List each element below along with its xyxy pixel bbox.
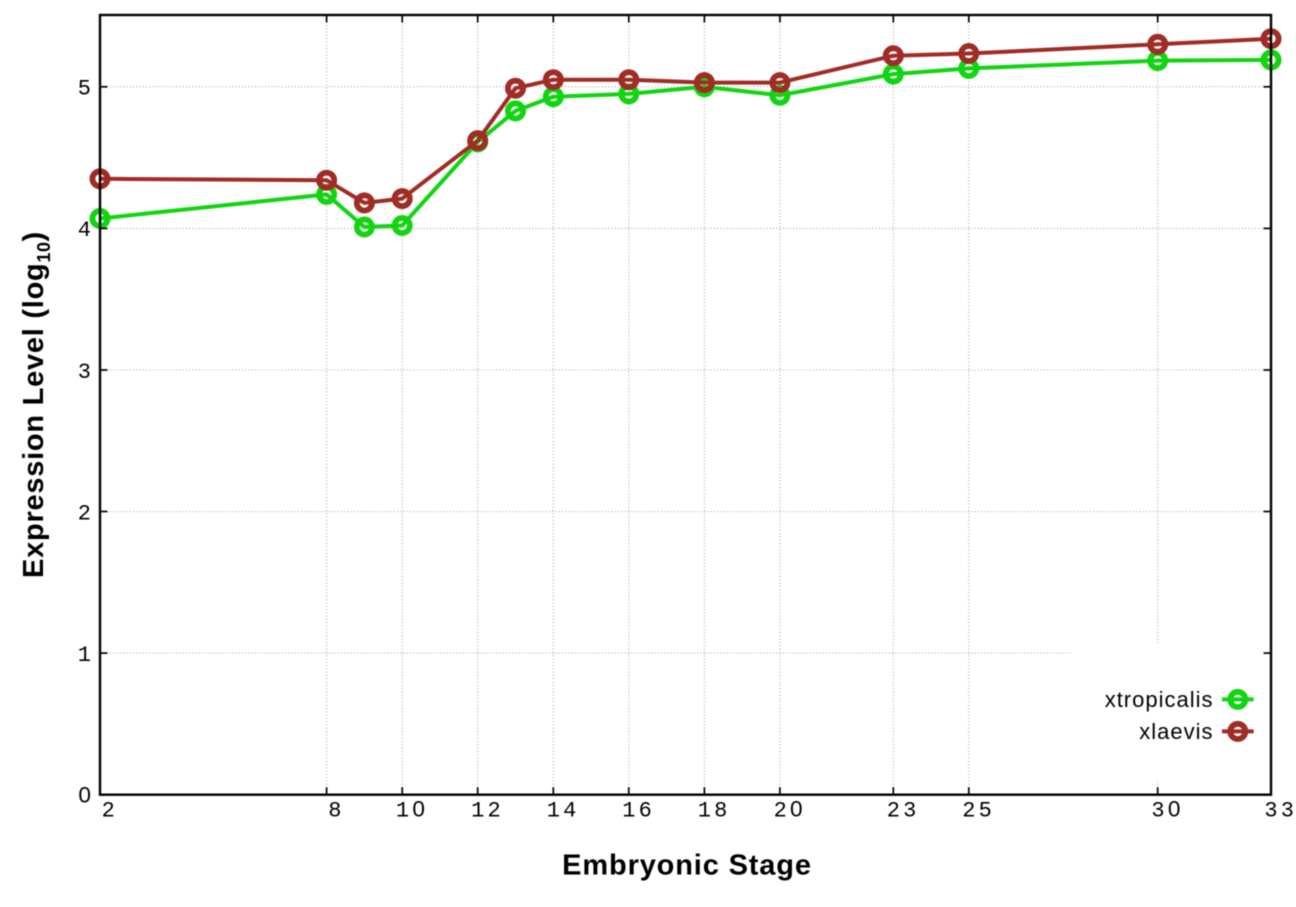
svg-text:30: 30	[1151, 796, 1183, 823]
svg-text:12: 12	[471, 798, 504, 823]
svg-text:4: 4	[78, 218, 94, 243]
svg-text:14: 14	[547, 798, 580, 823]
svg-text:2: 2	[78, 501, 94, 526]
svg-text:33: 33	[1264, 798, 1296, 823]
svg-text:xtropicalis: xtropicalis	[1105, 687, 1214, 712]
svg-text:18: 18	[698, 798, 731, 823]
svg-text:Embryonic Stage: Embryonic Stage	[562, 850, 812, 882]
svg-text:0: 0	[78, 783, 94, 808]
svg-text:23: 23	[887, 798, 920, 823]
svg-text:16: 16	[622, 798, 655, 823]
svg-text:25: 25	[962, 798, 995, 823]
svg-text:Expression Level (log10): Expression Level (log10)	[18, 231, 54, 578]
svg-text:10: 10	[396, 796, 428, 823]
svg-text:xlaevis: xlaevis	[1139, 719, 1213, 744]
svg-text:1: 1	[78, 643, 94, 668]
svg-text:8: 8	[328, 798, 344, 823]
svg-text:3: 3	[78, 360, 94, 385]
svg-text:5: 5	[78, 77, 94, 102]
svg-text:20: 20	[774, 796, 806, 823]
svg-text:2: 2	[102, 798, 118, 823]
